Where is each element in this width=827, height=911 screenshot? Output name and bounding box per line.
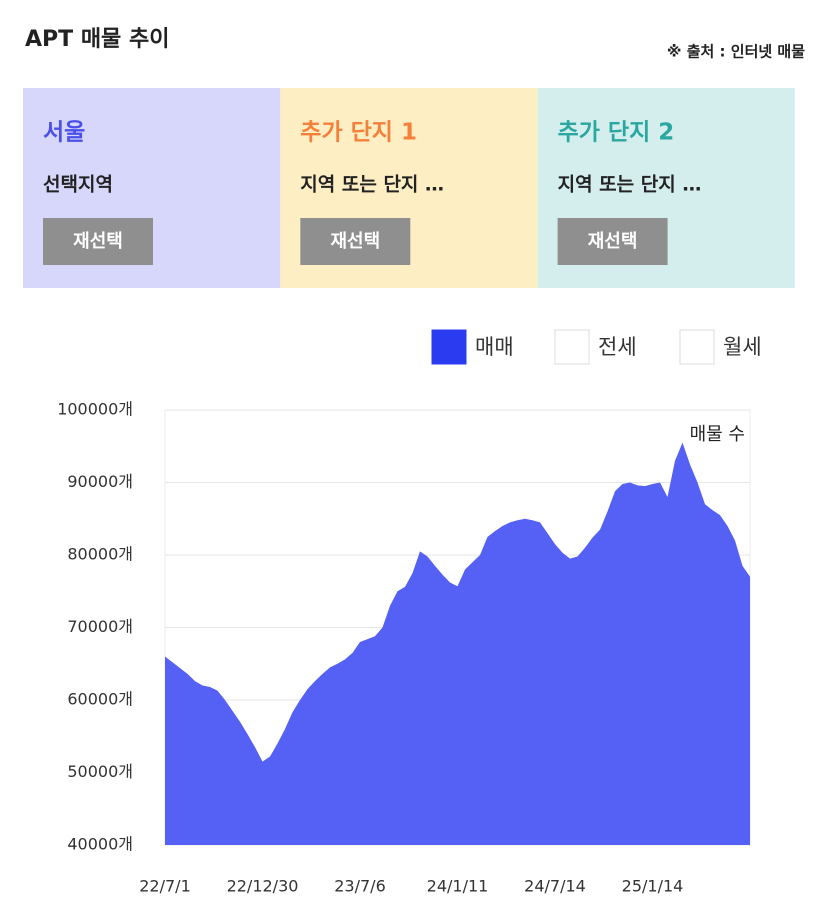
card-title: 추가 단지 2 — [558, 120, 675, 146]
y-tick-label: 90000개 — [67, 472, 133, 491]
x-tick-label: 22/7/1 — [139, 877, 191, 896]
legend-label[interactable]: 매매 — [475, 335, 514, 359]
y-tick-label: 60000개 — [67, 690, 133, 709]
y-tick-label: 80000개 — [67, 545, 133, 564]
x-tick-label: 22/12/30 — [227, 877, 299, 896]
reselect-button[interactable] — [557, 218, 668, 265]
x-tick-label: 25/1/14 — [622, 877, 684, 896]
legend-label[interactable]: 월세 — [723, 335, 762, 359]
source-note: ※ 출처 : 인터넷 매물 — [667, 43, 805, 61]
legend-box[interactable] — [431, 329, 467, 365]
annotation: 매물 수 — [690, 424, 745, 445]
legend-box[interactable] — [554, 329, 590, 365]
card-subtitle: 선택지역 — [43, 174, 113, 196]
x-tick-label: 23/7/6 — [334, 877, 386, 896]
card-subtitle: 지역 또는 단지 … — [300, 174, 444, 196]
reselect-button-label[interactable]: 재선택 — [73, 231, 123, 252]
legend-label[interactable]: 전세 — [598, 335, 637, 359]
reselect-button-label[interactable]: 재선택 — [330, 231, 380, 252]
page-title: APT 매물 추이 — [25, 27, 169, 52]
area — [165, 442, 750, 845]
x-tick-label: 24/1/11 — [427, 877, 489, 896]
reselect-button[interactable] — [300, 218, 411, 265]
y-tick-label: 70000개 — [67, 617, 133, 636]
x-tick-label: 24/7/14 — [524, 877, 586, 896]
y-tick-label: 40000개 — [67, 835, 133, 854]
reselect-button[interactable] — [43, 218, 153, 265]
reselect-button-label[interactable]: 재선택 — [588, 231, 638, 252]
card-title: 추가 단지 1 — [300, 120, 417, 146]
card-subtitle: 지역 또는 단지 … — [558, 174, 702, 196]
y-tick-label: 50000개 — [67, 762, 133, 781]
legend-box[interactable] — [679, 329, 715, 365]
card-title: 서울 — [43, 120, 85, 146]
y-tick-label: 100000개 — [57, 400, 133, 419]
